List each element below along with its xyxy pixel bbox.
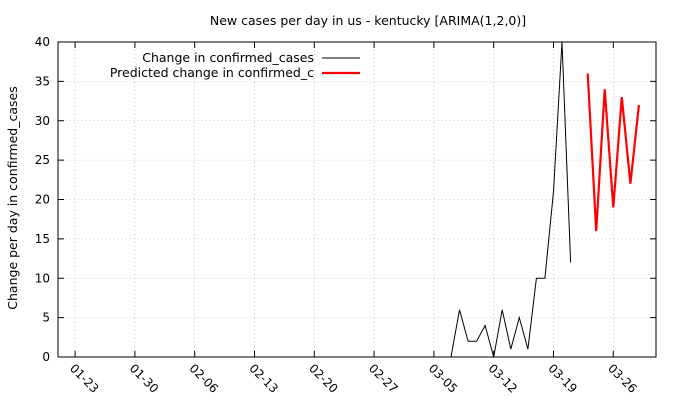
x-tick-label: 02-06 [187, 361, 222, 396]
series-line-2 [586, 73, 640, 232]
legend-label-1: Change in confirmed_cases [142, 50, 314, 65]
y-tick-label: 20 [35, 193, 50, 207]
x-tick-label: 03-05 [426, 361, 461, 396]
x-tick-label: 02-13 [246, 361, 281, 396]
data-series [75, 41, 640, 358]
y-tick-label: 15 [35, 232, 50, 246]
x-tick-label: 02-20 [306, 361, 341, 396]
y-tick-label: 30 [35, 114, 50, 128]
y-tick-label: 40 [35, 35, 50, 49]
axes: 0 5 10 15 20 25 30 35 40 01-23 01-30 02-06 02-13 02-2… [35, 35, 657, 396]
y-tick-label: 0 [42, 350, 50, 364]
x-tick-label: 03-12 [486, 361, 521, 396]
grid-lines [58, 42, 656, 357]
y-tick-label: 35 [35, 74, 50, 88]
series-line-1 [75, 41, 572, 358]
chart-title: New cases per day in us - kentucky [ARIM… [210, 13, 526, 28]
x-tick-label: 01-23 [67, 361, 102, 396]
y-tick-label: 5 [42, 311, 50, 325]
x-tick-label: 03-19 [545, 361, 580, 396]
y-tick-label: 10 [35, 271, 50, 285]
legend-label-2: Predicted change in confirmed_c [110, 65, 314, 80]
x-tick-label: 03-26 [605, 361, 640, 396]
x-tick-label: 02-27 [366, 361, 401, 396]
y-axis-label: Change per day in confirmed_cases [5, 86, 20, 309]
y-tick-label: 25 [35, 153, 50, 167]
x-tick-label: 01-30 [127, 361, 162, 396]
